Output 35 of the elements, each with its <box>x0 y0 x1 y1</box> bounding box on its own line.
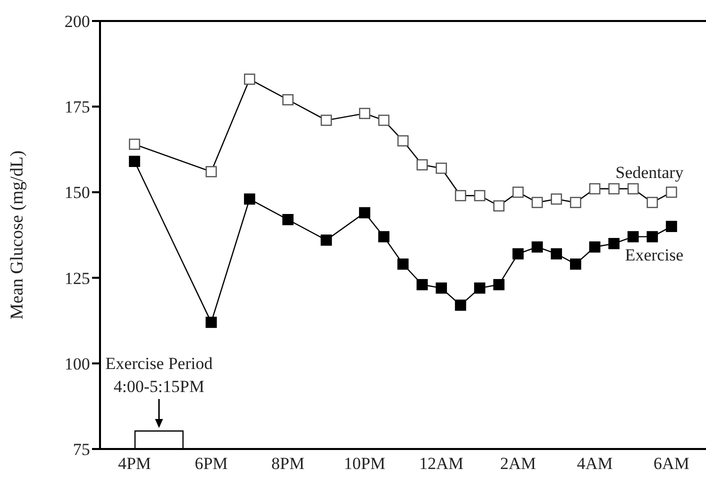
series-label: Sedentary <box>615 163 684 182</box>
point <box>628 231 639 242</box>
point <box>570 258 582 270</box>
annotation: Exercise Period 4:00-5:15PM <box>105 354 214 396</box>
x-tick-label: 10PM <box>344 454 386 474</box>
point <box>378 231 390 242</box>
y-tick-label: 100 <box>64 354 90 374</box>
y-tick-label: 75 <box>73 440 90 460</box>
x-tick-label: 6PM <box>194 454 228 474</box>
x-tick-label: 8PM <box>271 454 304 474</box>
x-tick-label: 4AM <box>576 454 613 474</box>
point <box>512 248 524 260</box>
x-tick-label: 2AM <box>500 454 536 474</box>
y-tick-label: 175 <box>64 98 90 117</box>
y-axis-title: Mean Glucose (mg/dL) <box>6 150 26 320</box>
point <box>589 241 600 253</box>
point <box>493 279 504 290</box>
y-tick-label: 200 <box>64 12 90 32</box>
point <box>474 282 486 294</box>
x-tick-label: 6AM <box>654 454 690 474</box>
x-tick-label: 12AM <box>419 454 464 474</box>
point <box>359 207 370 218</box>
x-tick-label: 4PM <box>118 454 152 474</box>
y-tick-label: 125 <box>64 268 90 288</box>
point <box>416 279 428 290</box>
point <box>532 241 543 253</box>
point <box>646 231 658 242</box>
series-label: Exercise <box>624 245 684 264</box>
point <box>608 238 620 250</box>
point <box>666 220 678 232</box>
point <box>454 300 466 311</box>
point <box>550 248 562 260</box>
point <box>436 282 447 294</box>
point <box>397 258 409 270</box>
y-tick-label: 150 <box>64 183 90 202</box>
